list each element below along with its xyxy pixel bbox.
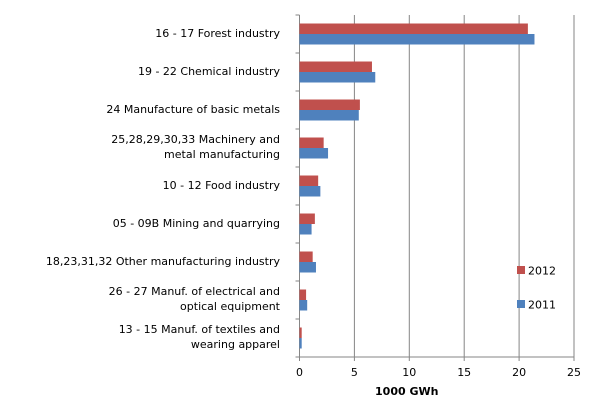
category-label: 18,23,31,32 Other manufacturing industry [45,254,280,268]
category-label: 10 - 12 Food industry [162,178,280,192]
x-tick-label: 15 [457,366,471,379]
x-tick-label: 10 [402,366,416,379]
category-label: 16 - 17 Forest industry [155,26,280,40]
bar-2011 [299,338,302,349]
bar-2011 [299,34,535,45]
bar-2011 [299,110,359,121]
legend-swatch-2011 [517,300,525,308]
bar-2011 [299,186,321,197]
bar-2012 [299,61,372,72]
bar-2011 [299,148,329,159]
legend-label: 2012 [528,265,556,278]
category-label: 05 - 09B Mining and quarrying [112,216,280,230]
legend-swatch-2012 [517,266,525,274]
legend-label: 2011 [528,299,556,312]
bar-2012 [299,289,307,300]
category-label: 26 - 27 Manuf. of electrical and optical… [108,285,280,313]
bar-2012 [299,251,313,262]
bar-2012 [299,137,324,148]
x-tick-label: 20 [512,366,526,379]
category-label: 13 - 15 Manuf. of textiles and wearing a… [118,323,280,351]
bar-2011 [299,224,312,235]
bar-2012 [299,23,528,34]
bar-2012 [299,327,302,338]
x-tick-label: 0 [296,366,303,379]
bar-2011 [299,262,316,273]
bar-2012 [299,175,319,186]
x-axis-title: 1000 GWh [375,385,438,398]
bar-2011 [299,300,308,311]
category-label: 25,28,29,30,33 Machinery and metal manuf… [111,133,280,161]
category-label: 19 - 22 Chemical industry [137,64,280,78]
bar-2012 [299,99,360,110]
x-tick-label: 25 [567,366,581,379]
x-tick-label: 5 [351,366,358,379]
bar-2011 [299,72,376,83]
bar-2012 [299,213,315,224]
category-label: 24 Manufacture of basic metals [106,102,280,116]
